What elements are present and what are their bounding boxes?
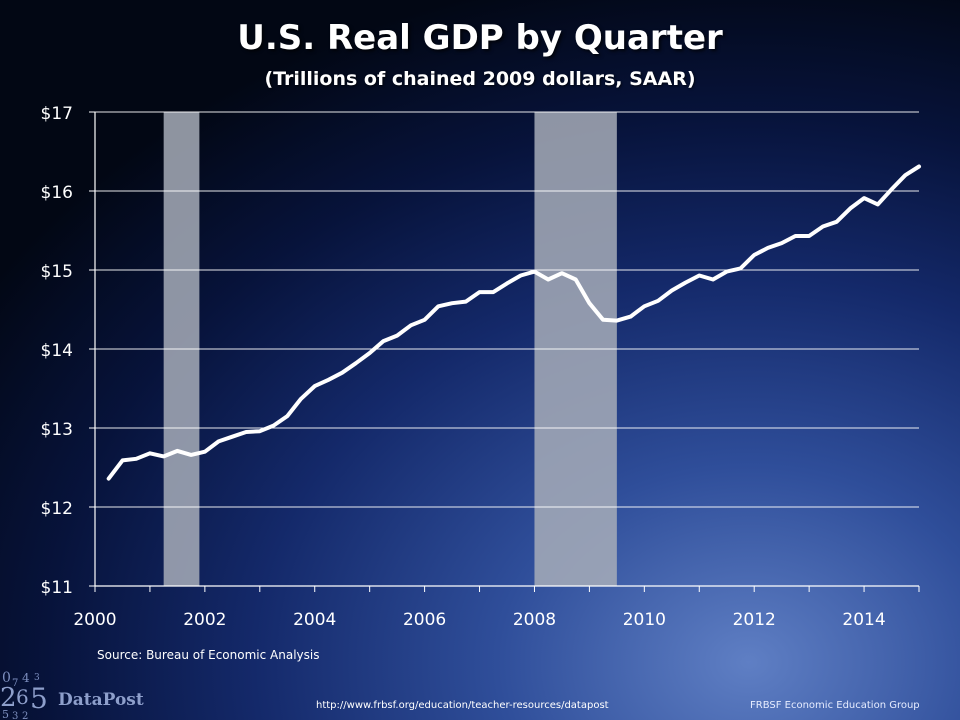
svg-text:5: 5 <box>30 682 48 715</box>
y-tick-label: $15 <box>41 262 73 282</box>
y-tick-label: $11 <box>41 578 73 598</box>
y-tick-label: $17 <box>41 104 73 124</box>
x-tick-label: 2008 <box>513 610 556 630</box>
x-tick-label: 2010 <box>623 610 666 630</box>
x-tick-label: 2004 <box>293 610 336 630</box>
chart-title: U.S. Real GDP by Quarter <box>237 18 723 58</box>
x-tick-labels: 2000 2002 2004 2006 2008 2010 2012 2014 <box>73 610 885 630</box>
y-tick-label: $13 <box>41 420 73 440</box>
y-tick-label: $14 <box>41 341 73 361</box>
datapost-url-link[interactable]: http://www.frbsf.org/education/teacher-r… <box>316 700 609 711</box>
x-tick-label: 2006 <box>403 610 446 630</box>
svg-text:4: 4 <box>22 671 30 685</box>
axes <box>89 111 920 592</box>
source-note: Source: Bureau of Economic Analysis <box>97 648 320 662</box>
logo-text: DataPost <box>58 690 144 710</box>
svg-text:6: 6 <box>16 685 29 709</box>
x-tick-label: 2000 <box>73 610 116 630</box>
svg-text:3: 3 <box>34 673 40 683</box>
svg-text:2: 2 <box>22 711 28 720</box>
y-tick-label: $16 <box>41 183 73 203</box>
gdp-series <box>106 164 921 481</box>
svg-text:5: 5 <box>2 708 9 720</box>
svg-text:0: 0 <box>2 670 11 686</box>
x-tick-label: 2002 <box>183 610 226 630</box>
horizontal-gridlines <box>95 111 919 587</box>
group-credit: FRBSF Economic Education Group <box>750 700 920 711</box>
svg-text:3: 3 <box>12 711 18 720</box>
gdp-line <box>106 164 921 481</box>
chart-subtitle: (Trillions of chained 2009 dollars, SAAR… <box>264 68 696 90</box>
y-tick-labels: $11 $12 $13 $14 $15 $16 $17 <box>41 104 73 598</box>
svg-text:2: 2 <box>0 683 17 713</box>
datapost-logo-icon: 0 7 4 3 2 6 5 5 3 2 <box>0 670 48 720</box>
y-tick-label: $12 <box>41 499 73 519</box>
svg-text:7: 7 <box>12 678 18 689</box>
x-tick-label: 2014 <box>842 610 885 630</box>
x-tick-label: 2012 <box>733 610 776 630</box>
